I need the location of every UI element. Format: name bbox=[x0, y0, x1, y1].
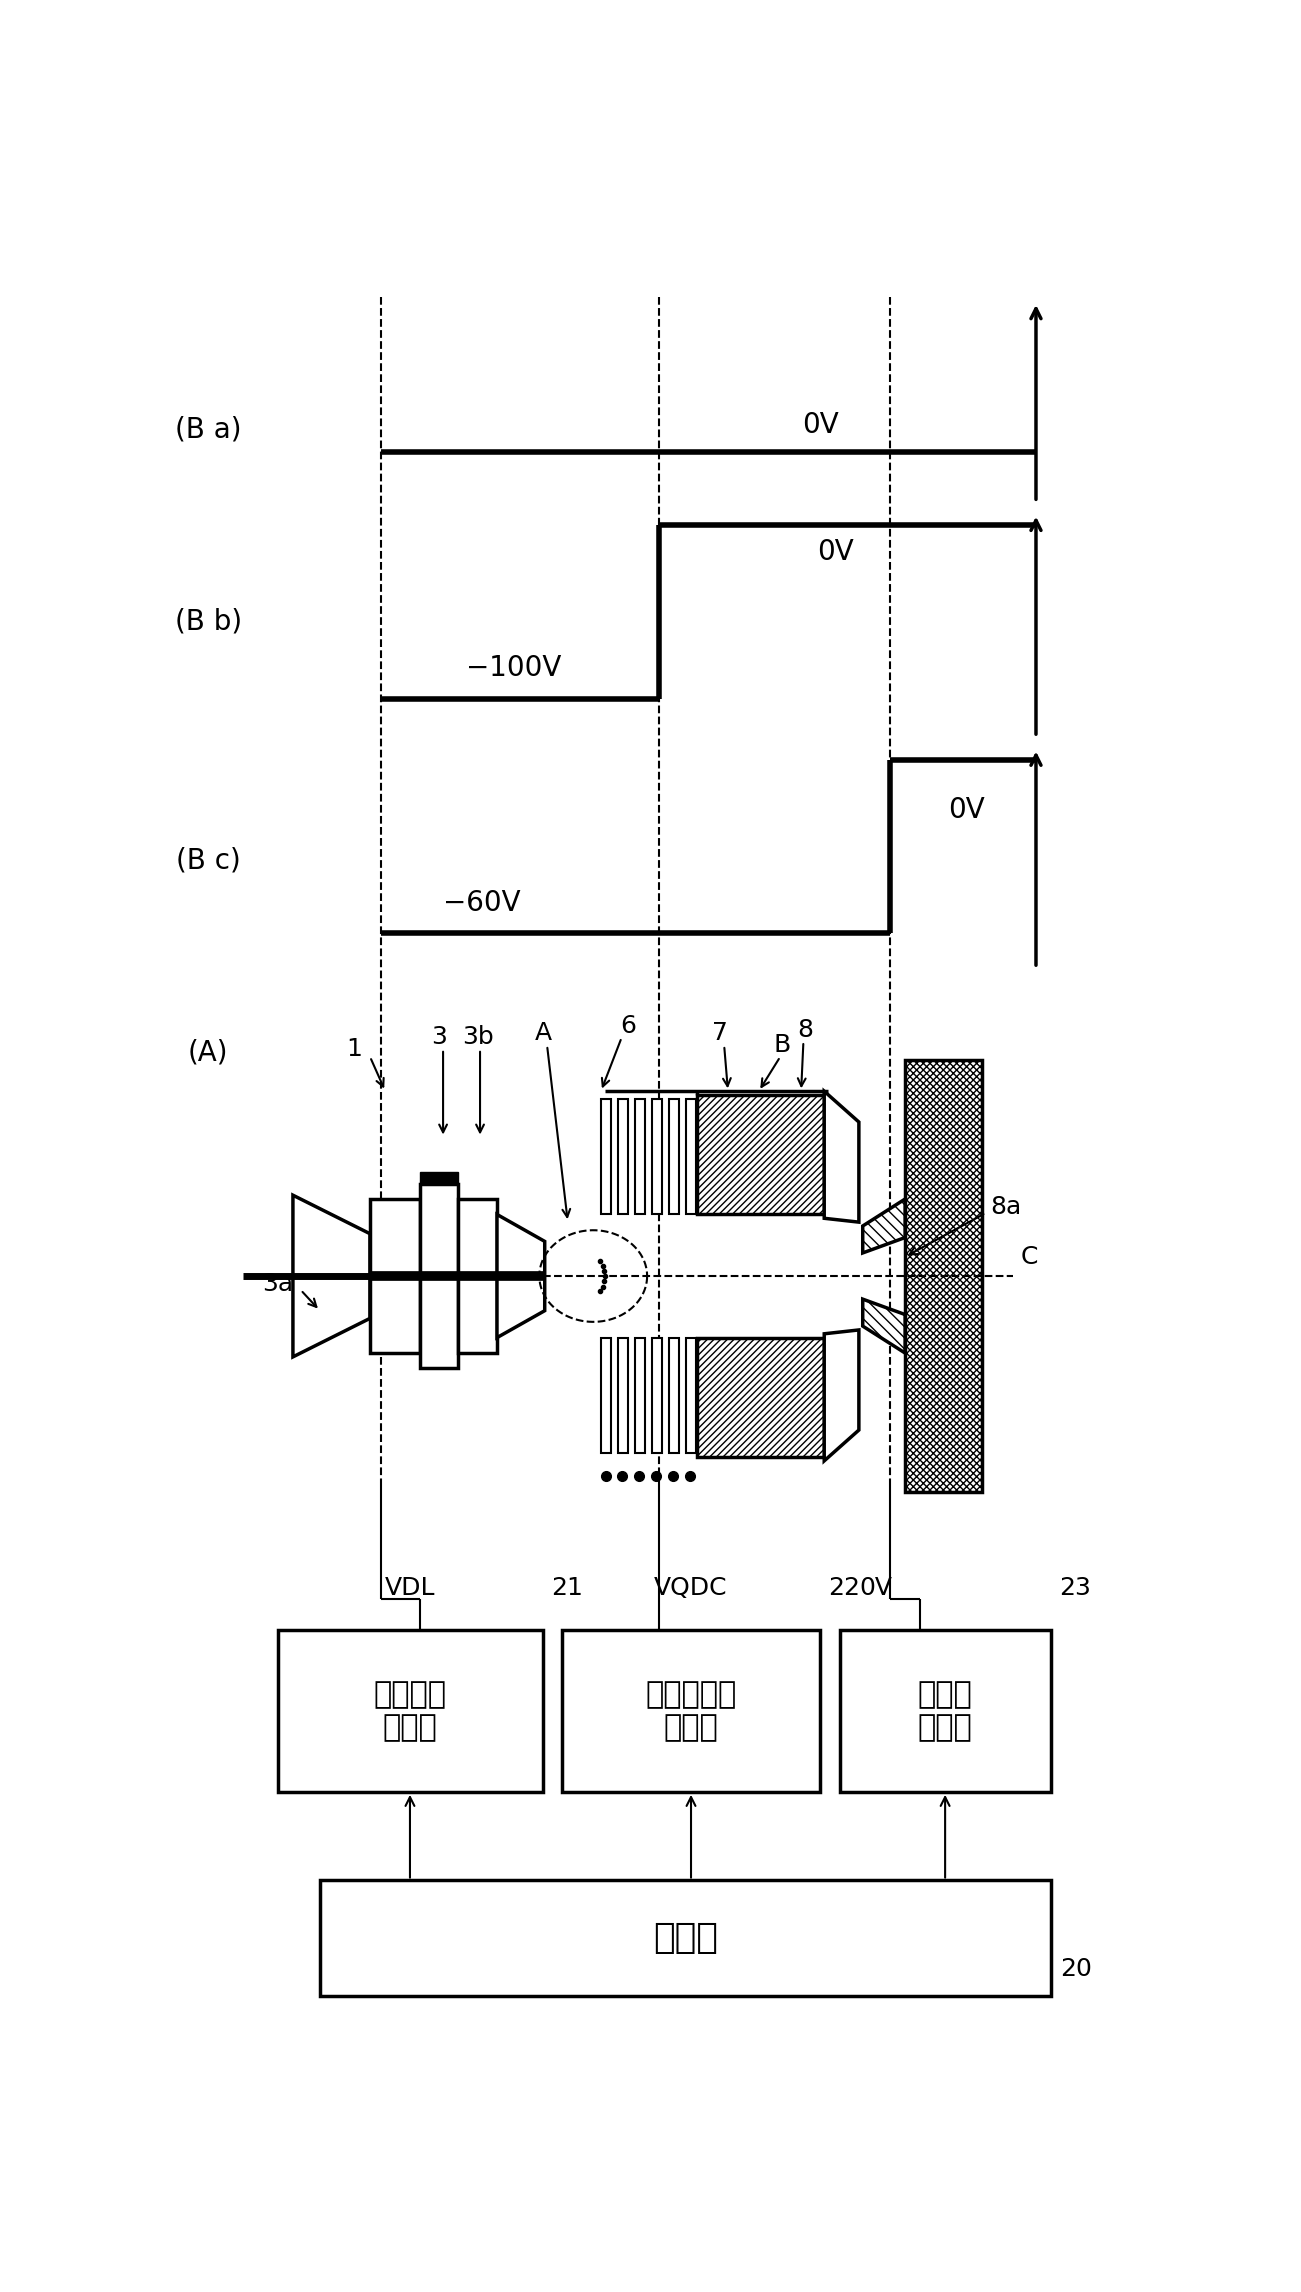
Bar bbox=[652, 1098, 662, 1215]
Text: (B a): (B a) bbox=[174, 415, 242, 442]
Polygon shape bbox=[293, 1194, 369, 1357]
Text: 6: 6 bbox=[619, 1013, 636, 1038]
Text: 7: 7 bbox=[713, 1022, 729, 1045]
Bar bbox=[420, 1183, 458, 1368]
Text: 20: 20 bbox=[1060, 1957, 1093, 1980]
Text: 3: 3 bbox=[432, 1025, 448, 1050]
Text: 3b: 3b bbox=[462, 1025, 493, 1050]
Text: 0V: 0V bbox=[948, 795, 985, 825]
Text: 23: 23 bbox=[1059, 1577, 1092, 1600]
Bar bbox=[458, 1199, 497, 1352]
Text: B: B bbox=[773, 1034, 791, 1057]
Bar bbox=[905, 1061, 982, 1492]
Text: 脱溶剂管
电源部: 脱溶剂管 电源部 bbox=[373, 1680, 446, 1742]
Text: (A): (A) bbox=[187, 1038, 229, 1066]
Text: −60V: −60V bbox=[444, 889, 520, 917]
Bar bbox=[697, 1339, 825, 1458]
Bar bbox=[601, 1339, 611, 1453]
Text: 0V: 0V bbox=[817, 539, 855, 566]
Bar bbox=[839, 1630, 1051, 1792]
Polygon shape bbox=[825, 1329, 859, 1460]
Polygon shape bbox=[825, 1091, 859, 1222]
Text: VQDC: VQDC bbox=[654, 1577, 727, 1600]
Text: 0V: 0V bbox=[801, 410, 839, 440]
Text: 21: 21 bbox=[550, 1577, 583, 1600]
Bar bbox=[562, 1630, 821, 1792]
Text: (B b): (B b) bbox=[174, 607, 242, 635]
Bar bbox=[618, 1339, 628, 1453]
Polygon shape bbox=[863, 1300, 905, 1352]
Text: 分离器
电源部: 分离器 电源部 bbox=[917, 1680, 972, 1742]
Bar bbox=[320, 1879, 1051, 1996]
Text: −100V: −100V bbox=[466, 653, 562, 681]
Bar bbox=[420, 1171, 458, 1183]
Bar bbox=[635, 1098, 645, 1215]
Text: A: A bbox=[535, 1022, 552, 1045]
Polygon shape bbox=[497, 1215, 545, 1339]
Bar bbox=[669, 1339, 679, 1453]
Text: 22: 22 bbox=[827, 1577, 860, 1600]
Text: 离子导向器
电源部: 离子导向器 电源部 bbox=[645, 1680, 736, 1742]
Bar bbox=[652, 1339, 662, 1453]
Text: C: C bbox=[1020, 1245, 1038, 1270]
Bar bbox=[601, 1098, 611, 1215]
Bar bbox=[686, 1339, 696, 1453]
Text: 3a: 3a bbox=[262, 1272, 293, 1295]
Bar bbox=[369, 1199, 420, 1352]
Text: 8: 8 bbox=[798, 1018, 813, 1041]
Text: 0V: 0V bbox=[859, 1577, 892, 1600]
Text: 1: 1 bbox=[346, 1036, 363, 1061]
Bar bbox=[277, 1630, 544, 1792]
Bar bbox=[635, 1339, 645, 1453]
Text: 控制部: 控制部 bbox=[653, 1921, 718, 1955]
Bar bbox=[697, 1096, 825, 1215]
Polygon shape bbox=[863, 1199, 905, 1254]
Bar bbox=[618, 1098, 628, 1215]
Bar bbox=[669, 1098, 679, 1215]
Text: 8a: 8a bbox=[990, 1194, 1021, 1219]
Text: (B c): (B c) bbox=[176, 846, 241, 873]
Text: VDL: VDL bbox=[385, 1577, 436, 1600]
Bar bbox=[686, 1098, 696, 1215]
